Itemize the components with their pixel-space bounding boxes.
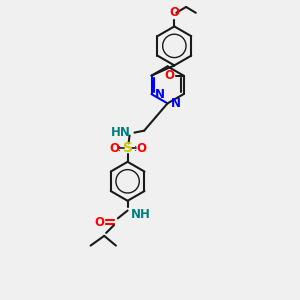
Text: NH: NH [130,208,150,220]
Text: :: : [134,143,137,153]
Text: N: N [154,88,164,100]
Text: O: O [109,142,119,155]
Text: O: O [94,216,104,229]
Text: HN: HN [111,126,130,139]
Text: N: N [170,97,181,110]
Text: S: S [123,141,133,155]
Text: O: O [165,69,175,82]
Text: O: O [169,6,179,19]
Text: :: : [118,143,122,153]
Text: O: O [136,142,146,155]
